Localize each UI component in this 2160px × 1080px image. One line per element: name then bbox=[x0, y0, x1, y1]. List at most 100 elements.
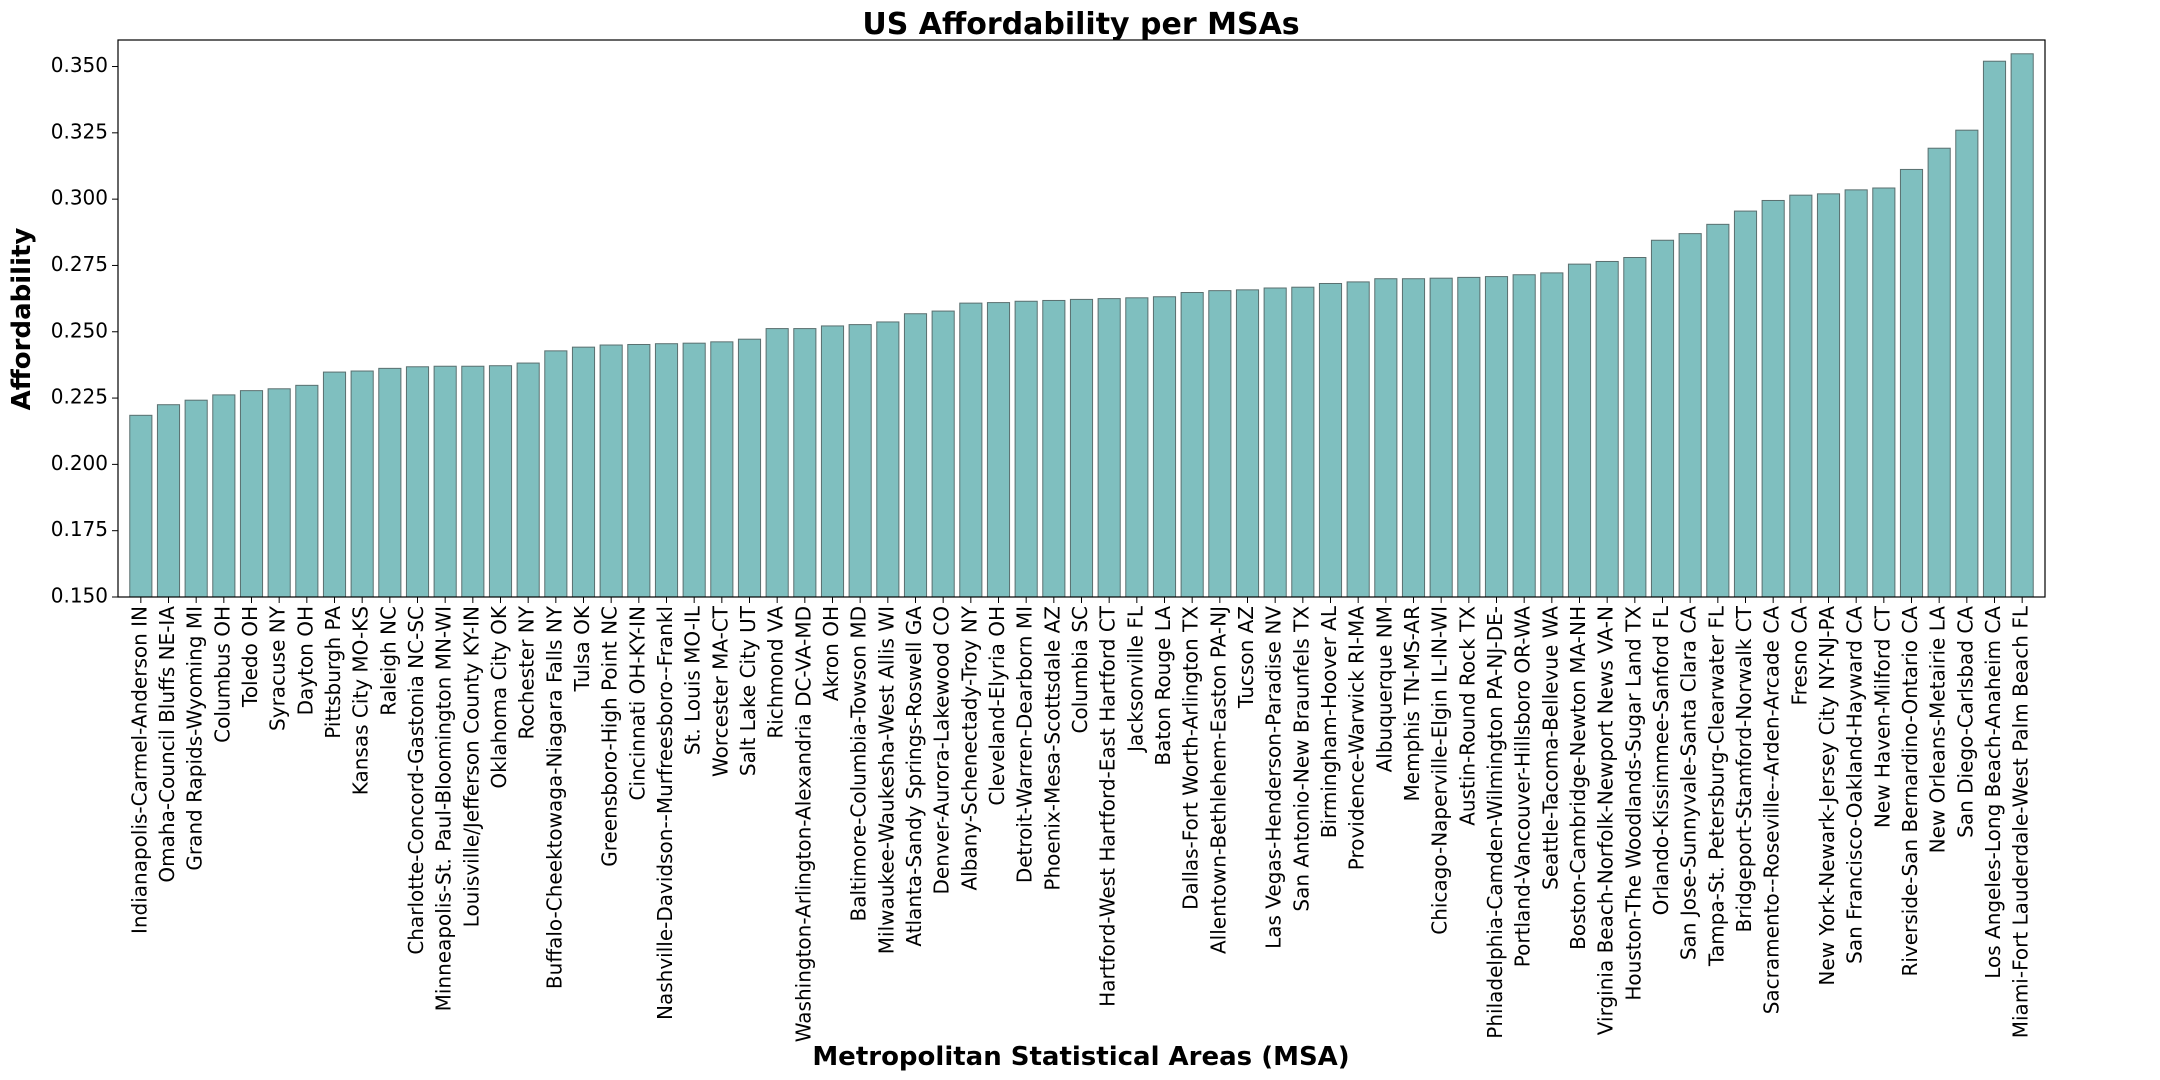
bar bbox=[1014, 300, 1038, 598]
bar bbox=[1125, 297, 1149, 598]
x-tick-label: Baltimore-Columbia-Towson MD bbox=[847, 606, 871, 922]
bar bbox=[129, 414, 153, 598]
x-tick-label: Fresno CA bbox=[1787, 606, 1811, 706]
bar bbox=[1318, 282, 1343, 598]
x-tick-label: Philadelphia-Camden-Wilmington PA-NJ-DE- bbox=[1483, 606, 1507, 1039]
x-tick-label: Richmond VA bbox=[764, 606, 788, 739]
x-tick-label: Grand Rapids-Wyoming MI bbox=[183, 606, 207, 871]
y-tick-label: 0.175 bbox=[51, 517, 108, 541]
bar bbox=[1789, 194, 1813, 598]
bar bbox=[737, 338, 762, 598]
x-tick-label: Pittsburgh PA bbox=[321, 606, 345, 739]
y-tick-label: 0.350 bbox=[51, 53, 108, 77]
bar bbox=[1955, 129, 1979, 598]
bar bbox=[2010, 53, 2034, 598]
bar bbox=[488, 365, 513, 598]
x-tick-label: Columbus OH bbox=[210, 606, 234, 743]
x-tick-label: Denver-Aurora-Lakewood CO bbox=[930, 606, 954, 894]
bar bbox=[1733, 210, 1758, 598]
x-tick-label: Austin-Round Rock TX bbox=[1455, 606, 1479, 826]
bar bbox=[1540, 272, 1564, 598]
bar bbox=[1484, 276, 1509, 598]
x-tick-label: Los Angeles-Long Beach-Anaheim CA bbox=[1981, 606, 2005, 979]
bar bbox=[876, 321, 900, 598]
bar bbox=[1899, 168, 1924, 598]
x-tick-label: St. Louis MO-IL bbox=[681, 605, 705, 755]
bar bbox=[571, 346, 596, 598]
bar bbox=[903, 313, 928, 598]
bar bbox=[322, 371, 347, 598]
x-tick-label: New York-Newark-Jersey City NY-NJ-PA bbox=[1815, 606, 1839, 986]
x-tick-label: Oklahoma City OK bbox=[487, 605, 511, 788]
x-tick-label: Buffalo-Cheektowaga-Niagara Falls NY bbox=[542, 605, 566, 989]
x-tick-label: Detroit-Warren-Dearborn MI bbox=[1013, 606, 1037, 883]
x-tick-label: Raleigh NC bbox=[376, 606, 400, 716]
x-tick-label: Cincinnati OH-KY-IN bbox=[625, 606, 649, 800]
x-tick-label: Worcester MA-CT bbox=[708, 605, 732, 777]
x-tick-label: Hartford-West Hartford-East Hartford CT bbox=[1096, 605, 1120, 1007]
x-tick-label: Phoenix-Mesa-Scottsdale AZ bbox=[1040, 606, 1064, 891]
bar bbox=[405, 366, 430, 598]
bar bbox=[1152, 296, 1177, 598]
chart-title: US Affordability per MSAs bbox=[862, 7, 1299, 42]
x-tick-label: Syracuse NY bbox=[266, 605, 290, 731]
x-tick-label: Greensboro-High Point NC bbox=[598, 606, 622, 867]
x-tick-label: Portland-Vancouver-Hillsboro OR-WA bbox=[1511, 606, 1535, 968]
bar bbox=[1097, 298, 1121, 598]
x-tick-label: Seattle-Tacoma-Bellevue WA bbox=[1538, 606, 1562, 890]
bar bbox=[1927, 147, 1951, 598]
bar bbox=[1235, 289, 1260, 598]
x-tick-label: Riverside-San Bernardino-Ontario CA bbox=[1898, 606, 1922, 977]
bar bbox=[156, 404, 181, 598]
bar bbox=[433, 365, 457, 598]
bar bbox=[1567, 263, 1592, 598]
bar bbox=[931, 310, 955, 598]
bar bbox=[1263, 287, 1287, 598]
x-tick-label: Orlando-Kissimmee-Sanford FL bbox=[1649, 605, 1673, 915]
x-tick-label: Salt Lake City UT bbox=[736, 605, 760, 776]
x-tick-label: Columbia SC bbox=[1068, 606, 1092, 733]
x-tick-label: San Francisco-Oakland-Hayward CA bbox=[1843, 606, 1867, 964]
x-tick-label: San Antonio-New Braunfels TX bbox=[1289, 606, 1313, 912]
bar bbox=[1208, 290, 1232, 598]
x-tick-label: Milwaukee-Waukesha-West Allis WI bbox=[874, 606, 898, 954]
x-tick-label: Albany-Schenectady-Troy NY bbox=[957, 605, 981, 890]
x-tick-label: Jacksonville FL bbox=[1123, 605, 1147, 754]
bar bbox=[1761, 199, 1785, 598]
bar bbox=[710, 341, 734, 598]
y-tick-label: 0.325 bbox=[51, 119, 108, 143]
x-tick-label: Toledo OH bbox=[238, 606, 262, 708]
bar bbox=[239, 390, 264, 598]
x-tick-label: Louisville/Jefferson County KY-IN bbox=[459, 606, 483, 927]
x-tick-label: Atlanta-Sandy Springs-Roswell GA bbox=[902, 606, 926, 947]
bar bbox=[544, 350, 568, 598]
x-tick-label: Dallas-Fort Worth-Arlington TX bbox=[1179, 606, 1203, 910]
x-tick-label: New Orleans-Metairie LA bbox=[1926, 606, 1950, 854]
bar bbox=[848, 324, 872, 598]
x-tick-label: Dayton OH bbox=[293, 606, 317, 715]
x-tick-label: Bridgeport-Stamford-Norwalk CT bbox=[1732, 605, 1756, 932]
x-tick-label: Tucson AZ bbox=[1234, 606, 1258, 709]
bar bbox=[1595, 260, 1619, 598]
bar bbox=[1346, 281, 1370, 598]
bar bbox=[627, 343, 651, 598]
bar bbox=[682, 342, 706, 598]
x-tick-label: Las Vegas-Henderson-Paradise NV bbox=[1262, 606, 1286, 949]
plot-frame bbox=[117, 39, 2046, 598]
bar bbox=[378, 367, 402, 598]
bar bbox=[599, 344, 623, 598]
y-axis-ticks: 0.150 0.175 0.200 0.225 0.250 0.275 0.300 0.325… bbox=[51, 53, 118, 608]
x-tick-label: San Diego-Carlsbad CA bbox=[1953, 606, 1977, 838]
x-tick-label: Albuquerque NM bbox=[1372, 606, 1396, 772]
x-tick-label: Chicago-Naperville-Elgin IL-IN-WI bbox=[1428, 606, 1452, 935]
bar bbox=[516, 362, 540, 598]
bar bbox=[267, 388, 291, 598]
y-tick-label: 0.275 bbox=[51, 252, 108, 276]
x-tick-label: Tampa-St. Petersburg-Clearwater FL bbox=[1704, 605, 1728, 967]
bar bbox=[1872, 187, 1896, 598]
x-tick-label: Allentown-Bethlehem-Easton PA-NJ bbox=[1206, 606, 1230, 954]
y-tick-label: 0.300 bbox=[51, 186, 108, 210]
x-tick-label: Omaha-Council Bluffs NE-IA bbox=[155, 606, 179, 883]
bar bbox=[1678, 233, 1702, 598]
bar bbox=[461, 365, 485, 598]
